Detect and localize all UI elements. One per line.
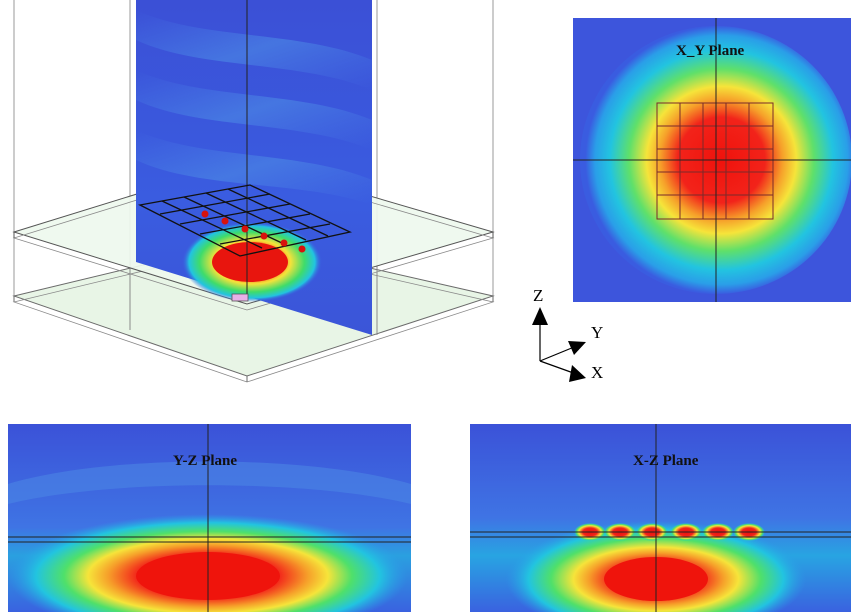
yz-plane-title: Y-Z Plane [173, 453, 238, 469]
patch-array [137, 184, 353, 257]
xy-plane-title: X_Y Plane [676, 43, 745, 59]
y-arrow-icon [568, 341, 586, 355]
xy-patch-grid [656, 102, 774, 220]
y-axis-label: Y [591, 323, 604, 342]
patch-hotspots [201, 210, 306, 253]
perspective-3d-view [0, 0, 520, 390]
xz-plane-title: X-Z Plane [633, 453, 699, 469]
feed-port [231, 293, 249, 302]
axis-triad: Z Y X [524, 285, 614, 390]
xz-plane-panel: X-Z Plane [470, 424, 851, 612]
z-arrow-icon [532, 307, 548, 325]
field-wall [136, 0, 372, 335]
yz-plane-panel: Y-Z Plane [8, 424, 411, 612]
x-axis-label: X [591, 363, 604, 382]
x-arrow-icon [569, 365, 586, 382]
xy-plane-panel: X_Y Plane [573, 18, 851, 302]
z-axis-label: Z [533, 286, 544, 305]
